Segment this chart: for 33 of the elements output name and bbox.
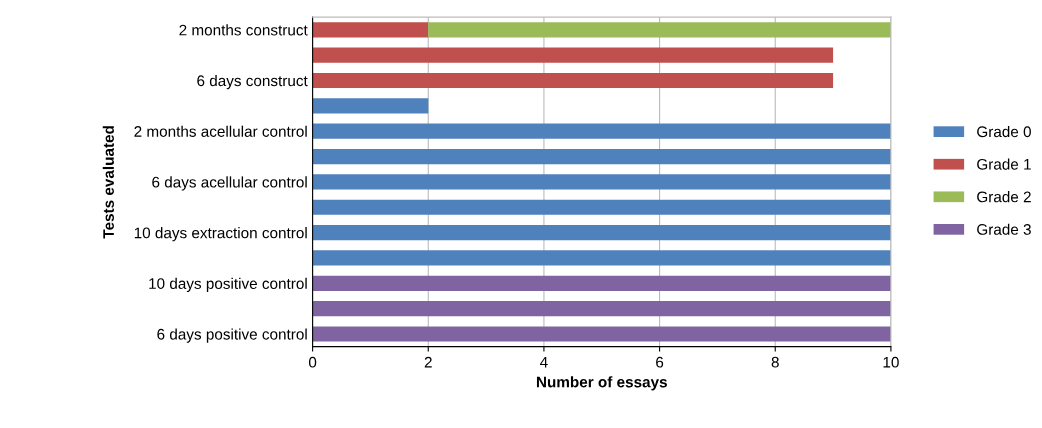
bar xyxy=(312,275,891,291)
bar xyxy=(312,47,834,63)
y-tick-label: 6 days positive control xyxy=(157,328,307,343)
y-axis-title: Tests evaluated xyxy=(102,126,114,239)
legend-label: Grade 2 xyxy=(977,191,1031,203)
legend-label: Grade 1 xyxy=(977,158,1031,170)
bar xyxy=(312,72,834,89)
x-tick-label: 4 xyxy=(540,356,548,368)
bar xyxy=(312,123,891,139)
bar xyxy=(312,250,891,266)
bar xyxy=(312,301,891,317)
bar xyxy=(312,148,891,165)
bar xyxy=(312,199,891,215)
y-tick-label: 2 months construct xyxy=(179,24,308,36)
y-tick-label: 2 months acellular control xyxy=(134,125,307,137)
bar xyxy=(428,22,891,38)
bar xyxy=(312,22,429,38)
x-axis-title: Number of essays xyxy=(536,376,667,391)
legend-label: Grade 0 xyxy=(977,125,1031,138)
bar xyxy=(312,326,891,342)
y-tick-label: 6 days construct xyxy=(197,74,308,90)
bar xyxy=(312,98,429,114)
x-tick-label: 10 xyxy=(883,356,899,368)
bar xyxy=(312,174,891,190)
y-tick-label: 10 days extraction control xyxy=(134,227,307,242)
y-tick-label: 10 days positive control xyxy=(149,277,307,293)
x-tick-label: 2 xyxy=(424,356,432,368)
x-tick-label: 8 xyxy=(771,356,779,368)
x-tick-label: 6 xyxy=(656,356,664,368)
y-tick-label: 6 days acellular control xyxy=(152,176,307,191)
bar xyxy=(312,225,891,241)
x-tick-label: 0 xyxy=(308,356,317,368)
legend-label: Grade 3 xyxy=(977,223,1031,235)
